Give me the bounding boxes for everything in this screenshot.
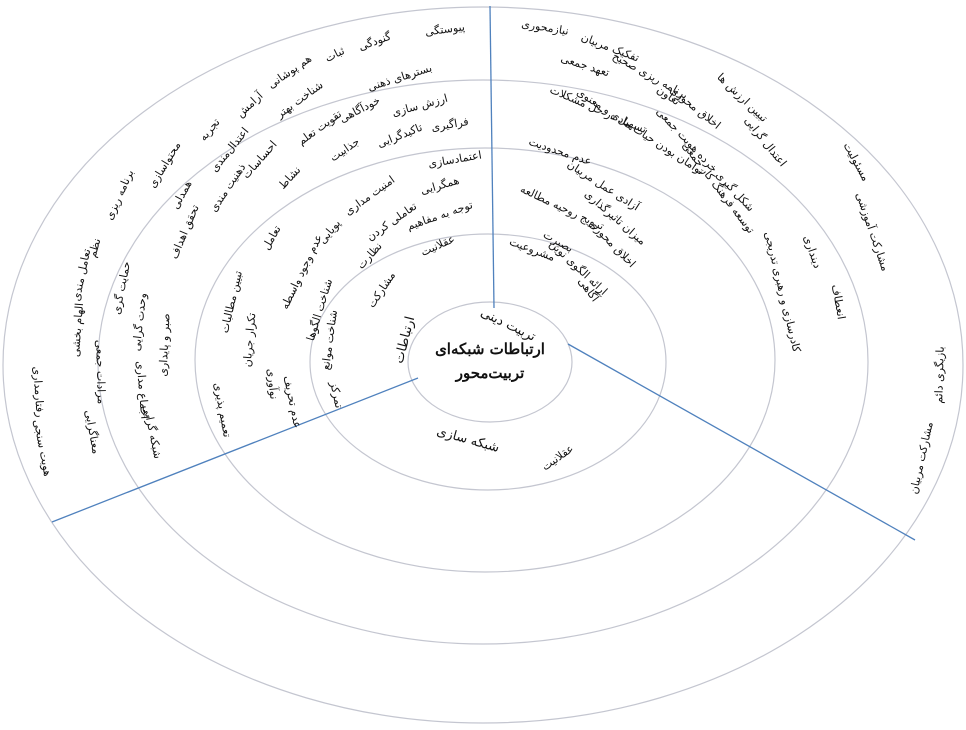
item-label: پیوستگی xyxy=(424,20,465,38)
labels: ارتباطات تربیت دینی شبکه سازی پیوستگی گنودگی… xyxy=(30,17,947,495)
item-label: دینداری xyxy=(801,234,824,271)
item-label: تعامل xyxy=(260,223,284,252)
item-label: صبر و پایداری xyxy=(156,313,172,377)
item-label: هویت سنجی xyxy=(31,418,55,477)
item-label: تجربه xyxy=(197,116,223,144)
center-title: ارتباطات شبکه‌ای xyxy=(435,340,545,358)
item-label: معناگرایی xyxy=(82,409,103,455)
item-label: مسئولیت xyxy=(841,140,873,183)
dividers xyxy=(51,5,916,541)
item-label: همگرایی xyxy=(419,174,461,197)
item-label: تکرار جریان xyxy=(241,312,259,367)
item-label: تاکیدگرایی xyxy=(375,121,424,151)
item-label: جذابیت xyxy=(328,135,362,164)
item-label: برنامه ریزی xyxy=(103,168,137,222)
item-label: احساسات xyxy=(240,138,280,181)
item-label: بسترهای ذهنی xyxy=(366,61,434,94)
divider xyxy=(51,377,419,523)
item-label: اعتدال گرایی xyxy=(742,114,790,169)
item-label: نوآوری xyxy=(264,368,280,400)
ring-3 xyxy=(97,79,869,645)
item-label: وحدت گرایی xyxy=(130,292,150,351)
item-label: ارائه الگوی نوین xyxy=(547,237,610,297)
item-label: اجماع مداری xyxy=(134,360,152,419)
item-label: توجه به مفاهیم xyxy=(405,198,474,233)
item-label: عقلانیت xyxy=(539,442,576,473)
item-label: حمایت گری xyxy=(110,260,133,315)
item-label: عدم تحریف xyxy=(281,374,304,429)
item-label: نظم xyxy=(86,237,104,259)
item-label: محتواسازی xyxy=(146,139,184,190)
sector-label: شبکه سازی xyxy=(435,424,501,456)
item-label: توسعه فرهنگ کار جمعی xyxy=(679,139,757,236)
item-label: تحقق اهداف xyxy=(167,203,202,261)
item-label: اعتمادسازی xyxy=(427,149,482,171)
rings xyxy=(2,6,964,724)
item-label: عقلانیت xyxy=(419,232,457,259)
item-label: تبیین ارزش ها xyxy=(714,71,770,125)
item-label: نشاط xyxy=(276,164,303,192)
item-label: تعامل مندی xyxy=(70,248,94,303)
item-label: مشارکت مربیان xyxy=(907,420,936,495)
divider xyxy=(489,5,495,309)
sector-label: ارتباطات xyxy=(392,315,419,365)
center-title: تربیت‌محور xyxy=(455,364,525,382)
item-label: تعمیم پذیری xyxy=(211,381,234,438)
item-label: رفتارمداری xyxy=(30,366,46,418)
item-label: انعطاف xyxy=(829,283,848,320)
ring-1 xyxy=(309,233,667,491)
ring-2 xyxy=(194,147,776,573)
item-label: مرادات جمعی xyxy=(93,340,108,405)
item-label: الهام بخشی xyxy=(69,302,86,357)
outer-ring xyxy=(2,6,964,724)
item-label: آرامش xyxy=(234,89,266,121)
sector-label: تربیت دینی xyxy=(478,305,538,345)
item-label: گنودگی xyxy=(357,29,394,53)
item-label: امنیت مداری xyxy=(342,173,397,218)
item-label: نیازمحوری xyxy=(521,17,570,38)
item-label: مشارکت xyxy=(365,269,398,310)
item-label: شبکه گرایی xyxy=(141,404,165,460)
item-label: ثبات xyxy=(323,44,347,65)
item-label: تبیین مطالبات xyxy=(218,269,245,334)
item-label: تمرکز xyxy=(327,379,346,409)
item-label: بازیگری دائم xyxy=(932,346,947,404)
inner-ring xyxy=(407,301,573,423)
item-label: ارزش سازی xyxy=(391,92,450,120)
item-label: کادرسازی و رهبری تدریجی xyxy=(762,230,804,354)
item-label: فراگیری xyxy=(430,115,469,134)
divider xyxy=(567,343,916,541)
item-label: مشارکت آموزشی xyxy=(853,191,892,273)
item-label: تعهد جمعی xyxy=(559,52,611,80)
